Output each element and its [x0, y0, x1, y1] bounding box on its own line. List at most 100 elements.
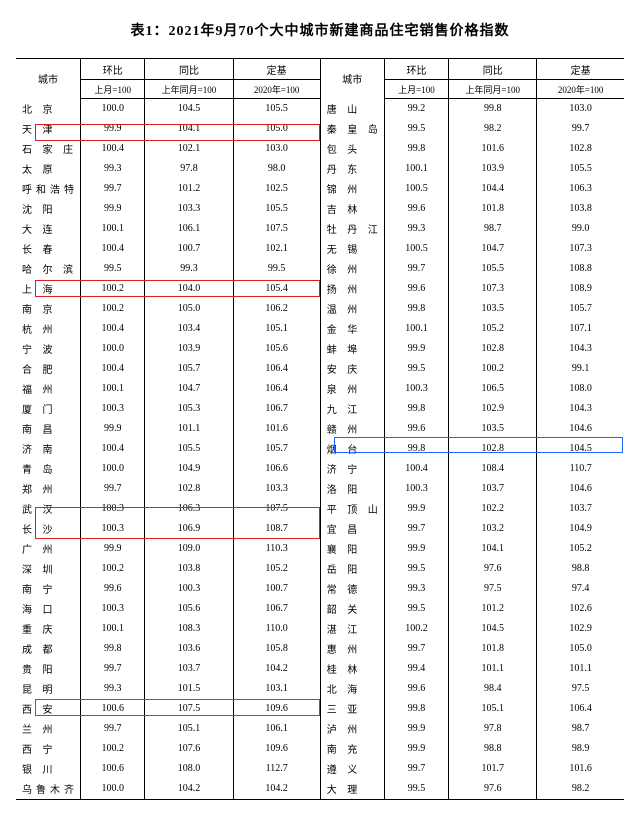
- val-d-right: 105.0: [537, 639, 624, 659]
- val-d-right: 97.5: [537, 679, 624, 699]
- val-b-left: 105.0: [145, 299, 233, 319]
- val-d-right: 110.7: [537, 459, 624, 479]
- city-right: 南 充: [320, 739, 384, 759]
- city-right: 锦 州: [320, 179, 384, 199]
- val-a-right: 99.7: [384, 519, 448, 539]
- val-a-left: 100.4: [81, 319, 145, 339]
- val-a-left: 100.6: [81, 699, 145, 719]
- city-left: 兰 州: [16, 719, 81, 739]
- table-row: 兰 州99.7105.1106.1泸 州99.997.898.7: [16, 719, 624, 739]
- val-b-right: 100.2: [449, 359, 537, 379]
- val-b-right: 98.2: [449, 119, 537, 139]
- val-a-right: 99.9: [384, 339, 448, 359]
- val-b-right: 98.7: [449, 219, 537, 239]
- header-sec3-right: 定基: [537, 59, 624, 80]
- val-b-right: 101.7: [449, 759, 537, 779]
- city-left: 太 原: [16, 159, 81, 179]
- val-a-right: 99.9: [384, 499, 448, 519]
- val-a-left: 100.6: [81, 759, 145, 779]
- val-b-left: 104.0: [145, 279, 233, 299]
- table-row: 济 南100.4105.5105.7烟 台99.8102.8104.5: [16, 439, 624, 459]
- city-left: 上 海: [16, 279, 81, 299]
- val-a-left: 100.0: [81, 779, 145, 800]
- table-row: 贵 阳99.7103.7104.2桂 林99.4101.1101.1: [16, 659, 624, 679]
- val-a-left: 100.0: [81, 459, 145, 479]
- val-b-left: 107.5: [145, 699, 233, 719]
- val-d-left: 112.7: [233, 759, 320, 779]
- city-right: 包 头: [320, 139, 384, 159]
- table-row: 北 京100.0104.5105.5唐 山99.299.8103.0: [16, 99, 624, 119]
- city-left: 大 连: [16, 219, 81, 239]
- city-right: 蚌 埠: [320, 339, 384, 359]
- city-right: 惠 州: [320, 639, 384, 659]
- val-a-right: 100.4: [384, 459, 448, 479]
- city-left: 呼和浩特: [16, 179, 81, 199]
- table-row: 海 口100.3105.6106.7韶 关99.5101.2102.6: [16, 599, 624, 619]
- header-sec3-left: 定基: [233, 59, 320, 80]
- val-d-left: 105.7: [233, 439, 320, 459]
- val-d-left: 105.0: [233, 119, 320, 139]
- val-d-right: 105.7: [537, 299, 624, 319]
- val-a-left: 99.3: [81, 679, 145, 699]
- city-right: 徐 州: [320, 259, 384, 279]
- val-a-right: 99.7: [384, 259, 448, 279]
- val-b-left: 103.9: [145, 339, 233, 359]
- val-a-right: 99.8: [384, 139, 448, 159]
- val-d-right: 107.1: [537, 319, 624, 339]
- city-left: 南 昌: [16, 419, 81, 439]
- val-a-left: 100.4: [81, 139, 145, 159]
- val-b-left: 101.1: [145, 419, 233, 439]
- val-a-left: 100.2: [81, 559, 145, 579]
- table-row: 成 都99.8103.6105.8惠 州99.7101.8105.0: [16, 639, 624, 659]
- val-b-left: 103.6: [145, 639, 233, 659]
- val-d-right: 98.8: [537, 559, 624, 579]
- val-d-right: 97.4: [537, 579, 624, 599]
- city-left: 天 津: [16, 119, 81, 139]
- val-b-left: 108.0: [145, 759, 233, 779]
- val-d-right: 103.8: [537, 199, 624, 219]
- val-d-right: 99.1: [537, 359, 624, 379]
- val-b-right: 97.6: [449, 779, 537, 800]
- val-b-right: 103.9: [449, 159, 537, 179]
- val-d-left: 98.0: [233, 159, 320, 179]
- val-b-left: 104.9: [145, 459, 233, 479]
- val-a-left: 100.4: [81, 359, 145, 379]
- city-right: 金 华: [320, 319, 384, 339]
- val-a-left: 100.1: [81, 619, 145, 639]
- val-d-right: 99.7: [537, 119, 624, 139]
- city-right: 唐 山: [320, 99, 384, 119]
- val-d-right: 108.0: [537, 379, 624, 399]
- val-a-right: 100.2: [384, 619, 448, 639]
- val-d-left: 109.6: [233, 699, 320, 719]
- val-d-right: 106.3: [537, 179, 624, 199]
- val-b-left: 104.1: [145, 119, 233, 139]
- table-row: 南 昌99.9101.1101.6赣 州99.6103.5104.6: [16, 419, 624, 439]
- city-right: 扬 州: [320, 279, 384, 299]
- city-left: 济 南: [16, 439, 81, 459]
- val-d-right: 104.9: [537, 519, 624, 539]
- val-a-left: 99.9: [81, 199, 145, 219]
- val-d-right: 102.6: [537, 599, 624, 619]
- table-row: 合 肥100.4105.7106.4安 庆99.5100.299.1: [16, 359, 624, 379]
- city-right: 北 海: [320, 679, 384, 699]
- val-b-left: 104.2: [145, 779, 233, 800]
- table-row: 长 沙100.3106.9108.7宜 昌99.7103.2104.9: [16, 519, 624, 539]
- table-row: 广 州99.9109.0110.3襄 阳99.9104.1105.2: [16, 539, 624, 559]
- table-row: 大 连100.1106.1107.5牡 丹 江99.398.799.0: [16, 219, 624, 239]
- val-a-left: 100.3: [81, 599, 145, 619]
- city-right: 遵 义: [320, 759, 384, 779]
- val-d-left: 105.5: [233, 199, 320, 219]
- city-right: 常 德: [320, 579, 384, 599]
- val-b-left: 100.7: [145, 239, 233, 259]
- val-b-left: 107.6: [145, 739, 233, 759]
- val-a-right: 99.3: [384, 579, 448, 599]
- val-a-left: 99.9: [81, 539, 145, 559]
- val-d-right: 98.7: [537, 719, 624, 739]
- val-d-right: 107.3: [537, 239, 624, 259]
- val-d-left: 100.7: [233, 579, 320, 599]
- city-right: 岳 阳: [320, 559, 384, 579]
- val-a-right: 100.3: [384, 379, 448, 399]
- table-row: 昆 明99.3101.5103.1北 海99.698.497.5: [16, 679, 624, 699]
- val-a-left: 100.3: [81, 499, 145, 519]
- val-d-right: 101.6: [537, 759, 624, 779]
